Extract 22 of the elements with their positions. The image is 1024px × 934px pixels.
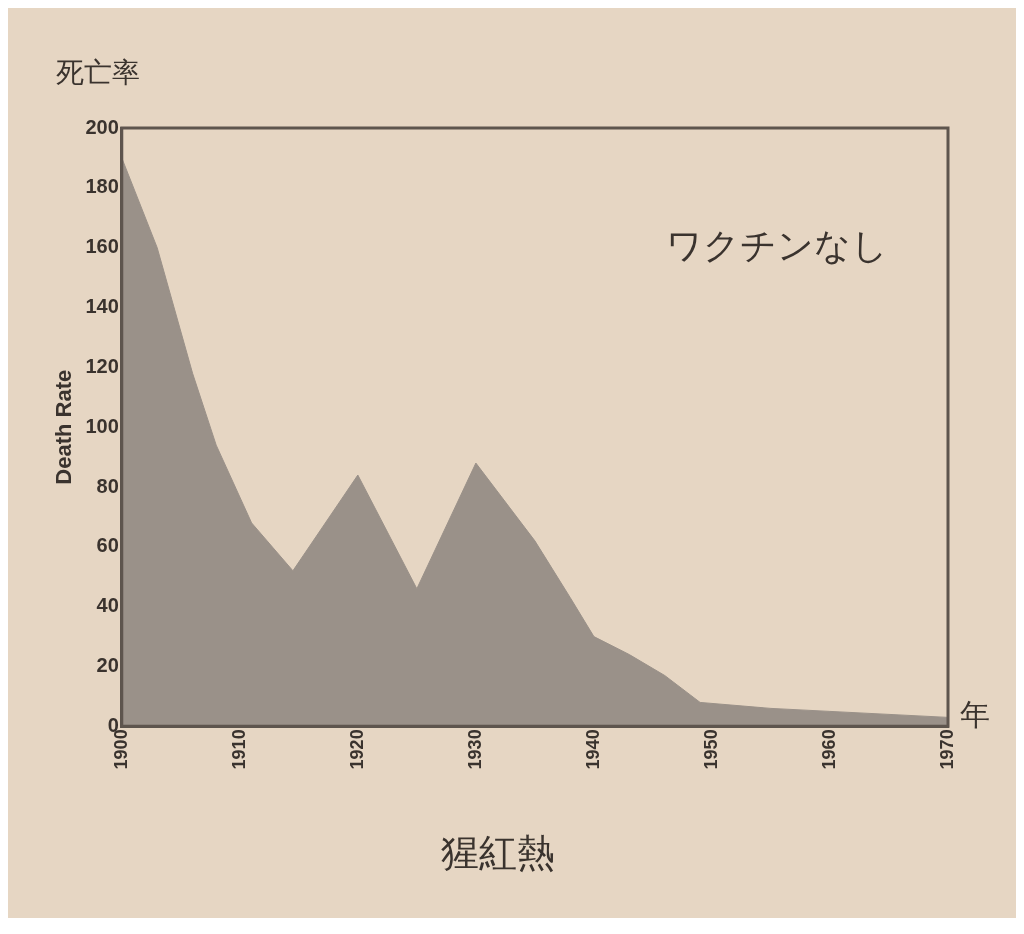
x-tick-label: 1960	[818, 729, 839, 770]
x-tick-label: 1910	[228, 729, 249, 770]
text: 死亡率	[56, 56, 140, 88]
x-tick-label: 1940	[582, 729, 603, 770]
y-tick-label: 20	[96, 654, 119, 677]
y-tick-label: 120	[85, 354, 119, 377]
y-tick-label: 180	[85, 175, 119, 198]
y-tick-label: 100	[85, 414, 119, 437]
annotation: ワクチンなし	[666, 224, 888, 266]
x-tick-label: 1950	[700, 729, 721, 770]
x-tick-label: 1930	[464, 729, 485, 770]
y-axis-title: Death Rate	[51, 369, 77, 485]
y-tick-label: 60	[96, 534, 119, 557]
x-axis-title: 年	[960, 697, 990, 731]
y-tick-label: 40	[96, 594, 119, 617]
y-tick-label: 160	[85, 235, 119, 258]
y-tick-label: 200	[85, 115, 119, 138]
y-tick-label: 80	[96, 474, 119, 497]
y-tick-label: 140	[85, 295, 119, 318]
text: 猩紅熱	[441, 831, 555, 874]
x-tick-label: 1970	[936, 729, 957, 770]
x-tick-label: 1920	[346, 729, 367, 770]
